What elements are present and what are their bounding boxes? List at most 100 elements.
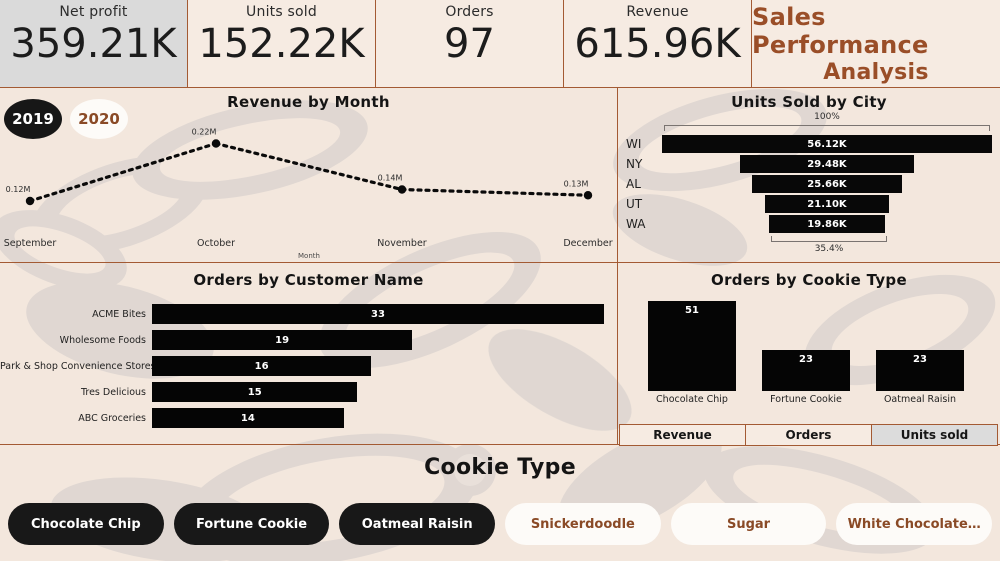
year-slicer: 2019 2020 [4, 99, 128, 139]
customer-bar-track: 33 [152, 304, 618, 324]
kpi-label-revenue: Revenue [626, 4, 689, 20]
measure-tab-units-sold[interactable]: Units sold [871, 424, 998, 446]
funnel-track: 25.66K [662, 174, 992, 194]
funnel-track: 56.12K [662, 134, 992, 154]
customer-bar[interactable]: 14 [152, 408, 344, 428]
orders-by-customer-chart[interactable]: ACME Bites 33 Wholesome Foods 19 Park & Shop… [0, 301, 618, 431]
kpi-card-units-sold[interactable]: Units sold 152.22K [188, 0, 376, 88]
svg-text:September: September [4, 238, 57, 249]
cookie-type-slicer-title: Cookie Type [424, 455, 576, 480]
cookie-column-bar[interactable]: 23 [876, 350, 964, 391]
kpi-value-orders: 97 [444, 21, 495, 67]
customer-bar-row[interactable]: Park & Shop Convenience Stores 16 [0, 353, 618, 379]
customer-bar-track: 14 [152, 408, 618, 428]
funnel-bar[interactable]: 25.66K [751, 175, 903, 193]
funnel-bar-value: 56.12K [807, 138, 847, 150]
funnel-top-percent: 100% [814, 112, 840, 122]
cookie-column-value: 51 [685, 305, 699, 316]
funnel-row[interactable]: AL 25.66K [618, 174, 1000, 194]
dashboard-title-line1: Sales Performance [752, 2, 929, 59]
funnel-category-label: WI [626, 137, 642, 151]
funnel-category-label: NY [626, 157, 643, 171]
customer-bar[interactable]: 19 [152, 330, 413, 350]
kpi-value-units-sold: 152.22K [198, 21, 365, 67]
kpi-card-orders[interactable]: Orders 97 [376, 0, 564, 88]
funnel-bar[interactable]: 21.10K [764, 195, 890, 213]
year-option-2020[interactable]: 2020 [70, 99, 128, 139]
customer-bar-row[interactable]: ABC Groceries 14 [0, 405, 618, 431]
svg-text:0.13M: 0.13M [564, 179, 589, 188]
revenue-by-month-chart[interactable]: 0.12M 0.22M 0.14M 0.13M September October Nove… [0, 108, 618, 261]
svg-text:0.12M: 0.12M [6, 185, 31, 194]
svg-text:November: November [377, 238, 427, 249]
cookie-type-slicer: Cookie Type Chocolate Chip Fortune Cookie… [0, 445, 1000, 561]
kpi-card-net-profit[interactable]: Net profit 359.21K [0, 0, 188, 88]
svg-text:0.14M: 0.14M [378, 174, 403, 183]
kpi-label-units-sold: Units sold [246, 4, 317, 20]
kpi-value-net-profit: 359.21K [10, 21, 177, 67]
orders-by-cookie-panel: Orders by Cookie Type 51 Chocolate Chip 23… [618, 263, 1000, 445]
funnel-row[interactable]: WI 56.12K [618, 134, 1000, 154]
svg-text:December: December [563, 238, 612, 249]
funnel-bottom-percent: 35.4% [814, 244, 844, 254]
customer-bar-row[interactable]: Wholesome Foods 19 [0, 327, 618, 353]
measure-tab-revenue[interactable]: Revenue [619, 424, 746, 446]
year-option-2019[interactable]: 2019 [4, 99, 62, 139]
funnel-bar-value: 19.86K [807, 218, 847, 230]
customer-bar[interactable]: 15 [152, 382, 358, 402]
cookie-type-chip[interactable]: Snickerdoodle [505, 503, 661, 545]
funnel-bar[interactable]: 56.12K [662, 135, 992, 153]
cookie-type-chip[interactable]: Oatmeal Raisin [339, 503, 496, 545]
funnel-track: 29.48K [662, 154, 992, 174]
customer-bar-value: 14 [240, 412, 255, 424]
customer-bar[interactable]: 16 [152, 356, 372, 376]
cookie-type-chip[interactable]: Chocolate Chip [8, 503, 164, 545]
customer-name-label: ABC Groceries [78, 412, 146, 424]
units-by-city-chart[interactable]: 100% WI 56.12K NY 29.48K AL 25.66K UT 21.10K WA 19… [618, 112, 1000, 262]
funnel-bar-value: 21.10K [807, 198, 847, 210]
funnel-track: 21.10K [662, 194, 992, 214]
orders-by-cookie-chart[interactable]: 51 Chocolate Chip 23 Fortune Cookie 23 Oatmea… [648, 299, 988, 405]
cookie-column-value: 23 [799, 354, 813, 366]
cookie-type-chip[interactable]: Sugar [670, 503, 827, 545]
customer-bar[interactable]: 33 [152, 304, 604, 324]
dashboard-title: Sales Performance Analysis [752, 0, 1000, 88]
measure-tab-orders[interactable]: Orders [745, 424, 872, 446]
customer-bar-row[interactable]: ACME Bites 33 [0, 301, 618, 327]
customer-bar-value: 33 [371, 308, 385, 320]
customer-name-label: Tres Delicious [80, 386, 146, 398]
kpi-value-revenue: 615.96K [574, 21, 741, 67]
cookie-column-item[interactable]: 51 Chocolate Chip [648, 301, 736, 405]
cookie-column-bar[interactable]: 23 [762, 350, 850, 391]
customer-name-label: Park & Shop Convenience Stores [0, 360, 156, 372]
customer-name-label: ACME Bites [92, 308, 146, 320]
customer-bar-track: 16 [152, 356, 618, 376]
funnel-bar[interactable]: 29.48K [740, 155, 914, 173]
cookie-type-chip-list: Chocolate Chip Fortune Cookie Oatmeal Rais… [8, 503, 993, 545]
units-by-city-panel: Units Sold by City 100% WI 56.12K NY 29.48K A… [618, 88, 1000, 263]
funnel-track: 19.86K [662, 214, 992, 234]
funnel-row[interactable]: UT 21.10K [618, 194, 1000, 214]
revenue-by-month-title: Revenue by Month [227, 93, 390, 111]
funnel-category-label: UT [626, 197, 643, 211]
customer-bar-value: 15 [247, 386, 262, 398]
units-by-city-title: Units Sold by City [731, 93, 887, 111]
revenue-by-month-panel: Revenue by Month 0.12M 0.22M 0.14M 0.13M Sep… [0, 88, 618, 263]
cookie-column-item[interactable]: 23 Fortune Cookie [762, 350, 850, 405]
orders-by-cookie-title: Orders by Cookie Type [711, 271, 907, 289]
cookie-column-item[interactable]: 23 Oatmeal Raisin [876, 350, 964, 405]
cookie-type-chip[interactable]: Fortune Cookie [173, 503, 330, 545]
kpi-row: Net profit 359.21K Units sold 152.22K Or… [0, 0, 1000, 88]
cookie-column-label: Fortune Cookie [770, 394, 842, 405]
funnel-bar[interactable]: 19.86K [768, 215, 886, 233]
funnel-row[interactable]: WA 19.86K [618, 214, 1000, 234]
cookie-type-chip[interactable]: White Chocolate… [836, 503, 993, 545]
customer-bar-row[interactable]: Tres Delicious 15 [0, 379, 618, 405]
kpi-label-orders: Orders [445, 4, 494, 20]
funnel-row[interactable]: NY 29.48K [618, 154, 1000, 174]
svg-text:Month: Month [298, 252, 320, 260]
cookie-column-value: 23 [913, 354, 927, 366]
kpi-card-revenue[interactable]: Revenue 615.96K [564, 0, 752, 88]
cookie-column-bar[interactable]: 51 [648, 301, 736, 391]
